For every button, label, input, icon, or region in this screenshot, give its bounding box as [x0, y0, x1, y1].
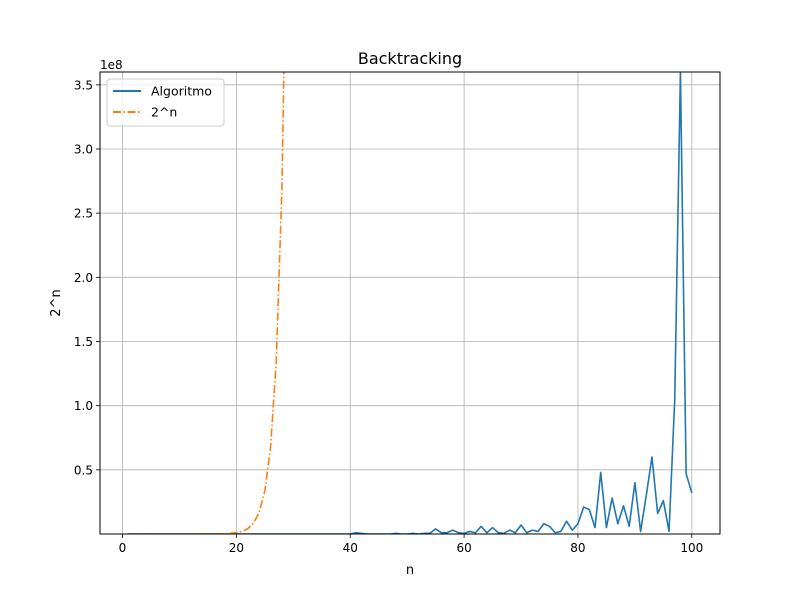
grid-layer	[100, 72, 720, 534]
y-tick-label: 3.0	[74, 143, 93, 157]
plot-frame	[99, 71, 721, 535]
legend-label-2n: 2^n	[151, 105, 177, 120]
tick-layer: 0 20 40 60 80 100 0.5 1.0 1.5 2.0 2.5 3.0 3.5	[74, 78, 703, 555]
legend: Algoritmo 2^n	[106, 78, 225, 127]
x-tick-label: 80	[570, 541, 585, 555]
x-tick-label: 60	[456, 541, 471, 555]
y-axis-label: 2^n	[49, 289, 64, 316]
x-tick-label: 0	[119, 541, 127, 555]
y-tick-label: 0.5	[74, 463, 93, 477]
chart-title: Backtracking	[358, 49, 462, 68]
x-tick-label: 40	[343, 541, 358, 555]
y-tick-label: 2.0	[74, 271, 93, 285]
y-tick-label: 2.5	[74, 207, 93, 221]
y-tick-label: 1.0	[74, 399, 93, 413]
x-tick-label: 100	[680, 541, 703, 555]
y-tick-label: 1.5	[74, 335, 93, 349]
x-axis-label: n	[406, 563, 414, 578]
x-tick-label: 20	[229, 541, 244, 555]
legend-label-algoritmo: Algoritmo	[151, 84, 212, 99]
y-offset-label: 1e8	[100, 58, 123, 72]
y-tick-label: 3.5	[74, 78, 93, 92]
